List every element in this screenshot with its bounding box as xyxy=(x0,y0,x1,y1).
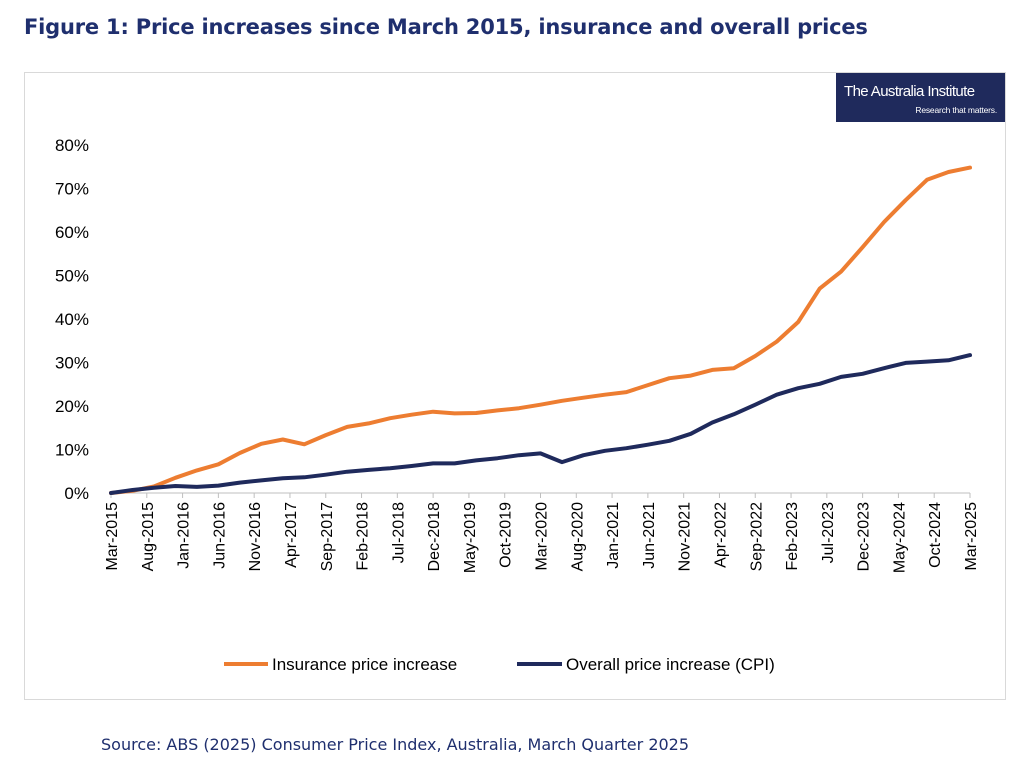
x-tick-label: Jan-2016 xyxy=(176,502,193,569)
x-tick-label: Jun-2021 xyxy=(641,502,658,569)
logo-tagline: Research that matters. xyxy=(915,105,997,115)
y-tick-label: 60% xyxy=(55,223,89,242)
x-tick-label: May-2019 xyxy=(462,502,479,573)
source-note: Source: ABS (2025) Consumer Price Index,… xyxy=(101,735,690,754)
chart-frame xyxy=(24,72,1006,700)
australia-institute-logo: The Australia Institute Research that ma… xyxy=(836,73,1005,122)
x-tick-label: Nov-2016 xyxy=(247,502,264,571)
x-tick-label: Feb-2023 xyxy=(784,502,801,571)
x-tick-label: Sep-2022 xyxy=(748,502,765,571)
y-tick-label: 50% xyxy=(55,267,89,286)
x-tick-label: Dec-2023 xyxy=(856,502,873,571)
x-tick-label: Jul-2023 xyxy=(820,502,837,563)
x-tick-label: Apr-2022 xyxy=(712,502,729,568)
x-tick-label: Jun-2016 xyxy=(211,502,228,569)
x-tick-label: Mar-2025 xyxy=(963,502,980,571)
legend-cpi-label: Overall price increase (CPI) xyxy=(566,655,775,674)
x-tick-label: Mar-2015 xyxy=(104,502,121,571)
x-tick-label: Aug-2020 xyxy=(569,502,586,571)
figure-title: Figure 1: Price increases since March 20… xyxy=(24,15,868,39)
y-tick-label: 0% xyxy=(64,484,89,503)
x-tick-label: Oct-2019 xyxy=(498,502,515,568)
x-tick-label: May-2024 xyxy=(891,502,908,573)
series-line-cpi xyxy=(109,353,972,495)
logo-name: The Australia Institute xyxy=(844,83,975,100)
x-tick-label: Sep-2017 xyxy=(319,502,336,571)
x-tick-label: Aug-2015 xyxy=(140,502,157,571)
y-tick-label: 40% xyxy=(55,310,89,329)
x-tick-label: Nov-2021 xyxy=(677,502,694,571)
x-tick-label: Apr-2017 xyxy=(283,502,300,568)
x-tick-label: Jan-2021 xyxy=(605,502,622,569)
x-tick-label: Oct-2024 xyxy=(927,502,944,568)
x-tick-label: Mar-2020 xyxy=(534,502,551,571)
y-tick-label: 80% xyxy=(55,136,89,155)
y-tick-label: 20% xyxy=(55,397,89,416)
legend-insurance-label: Insurance price increase xyxy=(272,655,457,674)
y-tick-label: 10% xyxy=(55,441,89,460)
x-tick-label: Jul-2018 xyxy=(390,502,407,563)
y-tick-label: 30% xyxy=(55,354,89,373)
series-line-insurance xyxy=(109,165,972,495)
y-tick-label: 70% xyxy=(55,180,89,199)
x-tick-label: Feb-2018 xyxy=(355,502,372,571)
x-tick-label: Dec-2018 xyxy=(426,502,443,571)
